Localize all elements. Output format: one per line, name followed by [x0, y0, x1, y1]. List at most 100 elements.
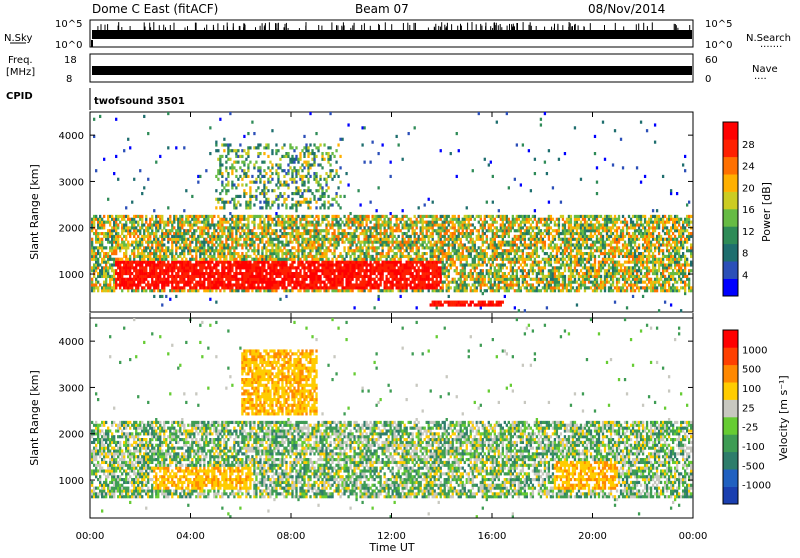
heatmap-cell: [235, 286, 238, 290]
heatmap-cell: [361, 232, 364, 236]
heatmap-cell: [217, 226, 220, 230]
heatmap-cell: [269, 289, 272, 293]
heatmap-cell: [393, 272, 396, 276]
heatmap-cell: [443, 266, 446, 270]
heatmap-cell: [433, 254, 436, 259]
heatmap-cell: [215, 206, 218, 210]
noise-spike: [287, 28, 289, 30]
heatmap-cell: [435, 229, 438, 233]
heatmap-cell: [189, 260, 192, 264]
heatmap-cell: [127, 266, 130, 270]
heatmap-cell: [453, 214, 456, 219]
heatmap-cell: [343, 234, 346, 239]
heatmap-cell: [373, 286, 376, 290]
heatmap-cell: [135, 240, 138, 244]
heatmap-cell: [295, 226, 298, 230]
heatmap-cell: [147, 257, 150, 261]
heatmap-cell: [203, 217, 206, 221]
heatmap-cell: [453, 289, 456, 293]
heatmap-cell: [223, 186, 226, 190]
heatmap-cell: [491, 174, 494, 179]
heatmap-cell: [399, 252, 402, 256]
heatmap-cell: [269, 252, 272, 256]
heatmap-cell: [383, 266, 386, 270]
heatmap-cell: [333, 243, 336, 247]
heatmap-cell: [271, 260, 274, 264]
heatmap-cell: [403, 254, 406, 259]
heatmap-cell: [455, 280, 458, 284]
heatmap-cell: [317, 149, 320, 153]
heatmap-cell: [351, 263, 354, 267]
heatmap-cell: [445, 257, 448, 261]
heatmap-cell: [209, 277, 212, 281]
heatmap-cell: [451, 217, 454, 221]
heatmap-cell: [357, 272, 360, 276]
heatmap-cell: [343, 246, 346, 250]
heatmap-cell: [337, 237, 340, 241]
heatmap-cell: [309, 277, 312, 281]
heatmap-cell: [481, 234, 484, 239]
heatmap-cell: [259, 223, 262, 227]
heatmap-cell: [263, 263, 266, 267]
heatmap-cell: [339, 223, 342, 227]
heatmap-cell: [131, 277, 134, 281]
heatmap-cell: [337, 280, 340, 284]
heatmap-cell: [187, 252, 190, 256]
heatmap-cell: [271, 172, 274, 176]
heatmap-cell: [315, 180, 318, 184]
heatmap-cell: [119, 234, 122, 239]
heatmap-cell: [121, 229, 124, 233]
heatmap-cell: [289, 143, 292, 147]
heatmap-cell: [445, 277, 448, 281]
heatmap-cell: [483, 289, 486, 293]
heatmap-cell: [325, 229, 328, 233]
heatmap-cell: [269, 180, 272, 184]
heatmap-cell: [127, 229, 130, 233]
heatmap-cell: [321, 240, 324, 244]
heatmap-cell: [315, 283, 318, 287]
heatmap-cell: [375, 280, 378, 284]
heatmap-cell: [349, 257, 352, 261]
heatmap-cell: [259, 232, 262, 236]
heatmap-cell: [233, 203, 236, 207]
heatmap-cell: [91, 252, 94, 256]
heatmap-cell: [281, 203, 284, 207]
heatmap-cell: [445, 254, 448, 259]
heatmap-cell: [169, 269, 172, 273]
heatmap-cell: [425, 246, 428, 250]
heatmap-cell: [177, 280, 180, 284]
heatmap-cell: [301, 277, 304, 281]
heatmap-cell: [101, 272, 104, 276]
heatmap-cell: [203, 263, 206, 267]
heatmap-cell: [353, 306, 356, 310]
heatmap-cell: [379, 280, 382, 284]
heatmap-cell: [119, 269, 122, 273]
heatmap-cell: [97, 217, 100, 221]
heatmap-cell: [209, 226, 212, 230]
heatmap-cell: [301, 232, 304, 236]
heatmap-cell: [235, 174, 238, 179]
heatmap-cell: [439, 280, 442, 284]
heatmap-cell: [207, 232, 210, 236]
heatmap-cell: [105, 220, 108, 224]
heatmap-cell: [185, 229, 188, 233]
heatmap-cell: [219, 226, 222, 230]
heatmap-cell: [359, 246, 362, 250]
heatmap-cell: [293, 254, 296, 259]
heatmap-cell: [337, 260, 340, 264]
heatmap-cell: [435, 249, 438, 253]
heatmap-cell: [393, 254, 396, 259]
heatmap-cell: [459, 277, 462, 281]
heatmap-cell: [241, 223, 244, 227]
heatmap-cell: [165, 229, 168, 233]
heatmap-cell: [443, 220, 446, 224]
heatmap-cell: [295, 266, 298, 270]
heatmap-cell: [313, 269, 316, 273]
heatmap-cell: [361, 277, 364, 281]
heatmap-cell: [303, 246, 306, 250]
heatmap-cell: [127, 246, 130, 250]
heatmap-cell: [203, 237, 206, 241]
heatmap-cell: [443, 269, 446, 273]
heatmap-cell: [449, 286, 452, 290]
heatmap-cell: [205, 223, 208, 227]
